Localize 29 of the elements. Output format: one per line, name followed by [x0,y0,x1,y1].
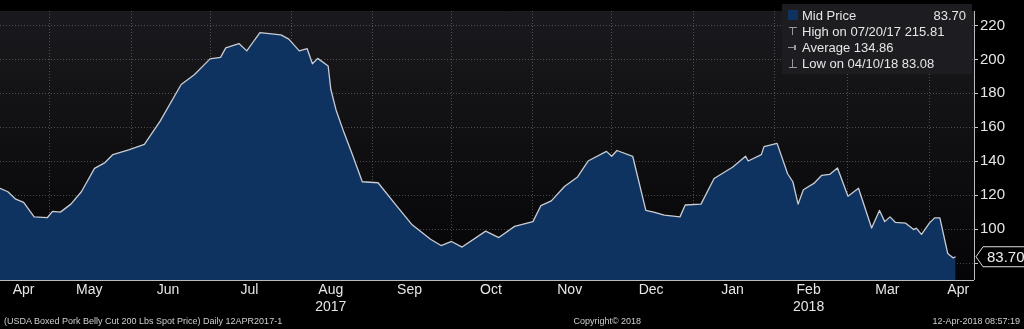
y-tick-label: 120 [980,185,1006,203]
x-tick-label: Mar [875,281,900,298]
annotation: Average 134.86 [802,39,895,55]
y-tick-label: 200 [980,49,1006,67]
y-tick-label: 100 [980,219,1006,237]
x-tick-label: Jun [156,281,180,298]
x-tick-label: Jan [721,281,744,298]
x-tick-label: Feb 2018 [793,281,825,315]
y-tick-label: 180 [980,83,1006,101]
annotation: Low on 04/10/18 83.08 [802,55,936,71]
annotation: 83.70 [987,247,1024,265]
x-tick-label: May [76,281,103,298]
x-tick-label: Sep [397,281,423,298]
x-tick-label: Apr [947,281,970,298]
text: 12-Apr-2018 08:57:19 [932,316,1020,328]
text: (USDA Boxed Pork Belly Cut 200 Lbs Spot Price) Daily 12APR2017-1 [4,316,283,328]
y-tick-label: 220 [980,15,1006,33]
y-tick-label: 160 [980,117,1006,135]
text: Copyright© 2018 [573,316,642,328]
y-tick-label: 140 [980,151,1006,169]
x-tick-label: Dec [638,281,664,298]
x-tick-label: Jul [240,281,259,298]
x-tick-label: Apr [12,281,35,298]
text: 83.70 [933,7,966,23]
legend-label: Mid Price [802,7,858,23]
x-tick-label: Oct [480,281,502,298]
x-tick-label: Aug 2017 [315,281,347,315]
x-tick-label: Nov [557,281,583,298]
annotation: High on 07/20/17 215.81 [802,23,946,39]
